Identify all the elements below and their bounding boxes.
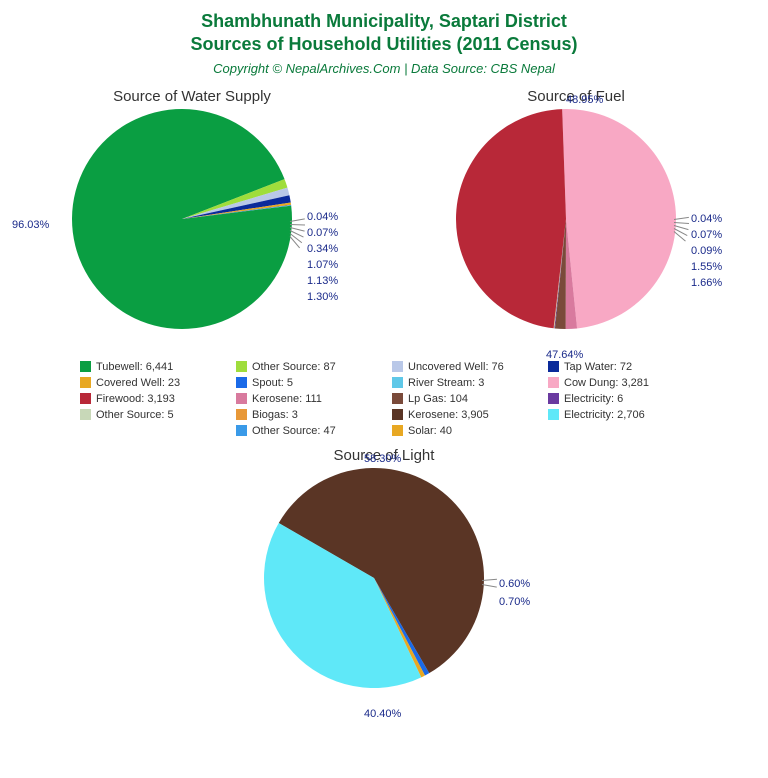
chart-water-title: Source of Water Supply — [12, 88, 372, 105]
legend-swatch — [548, 377, 559, 388]
legend-label: Other Source: 87 — [252, 361, 336, 373]
legend-swatch — [236, 425, 247, 436]
pie-percent-label: 0.07% — [691, 229, 722, 241]
pie-percent-label: 48.95% — [566, 94, 603, 106]
main-title: Shambhunath Municipality, Saptari Distri… — [0, 10, 768, 57]
subtitle: Copyright © NepalArchives.Com | Data Sou… — [0, 61, 768, 76]
legend-item: Solar: 40 — [392, 425, 532, 437]
pie-percent-label: 1.13% — [307, 275, 338, 287]
pie-percent-label: 1.55% — [691, 261, 722, 273]
legend-label: Electricity: 6 — [564, 393, 623, 405]
legend-swatch — [80, 393, 91, 404]
legend-swatch — [80, 409, 91, 420]
legend-item: Tap Water: 72 — [548, 361, 688, 373]
pie-percent-label: 0.34% — [307, 243, 338, 255]
legend-item: Other Source: 47 — [236, 425, 376, 437]
legend-item: River Stream: 3 — [392, 377, 532, 389]
legend-label: River Stream: 3 — [408, 377, 484, 389]
legend-item: Uncovered Well: 76 — [392, 361, 532, 373]
chart-water: Source of Water Supply 96.03%0.04%0.07%0… — [12, 88, 372, 349]
legend-item: Electricity: 2,706 — [548, 409, 688, 421]
legend-label: Spout: 5 — [252, 377, 293, 389]
legend-item: Lp Gas: 104 — [392, 393, 532, 405]
pie-fuel: 48.95%47.64%0.04%0.07%0.09%1.55%1.66% — [456, 109, 696, 349]
legend-label: Tubewell: 6,441 — [96, 361, 173, 373]
legend: Tubewell: 6,441 Other Source: 87 Uncovered… — [44, 359, 724, 439]
legend-item: Electricity: 6 — [548, 393, 688, 405]
legend-label: Electricity: 2,706 — [564, 409, 645, 421]
legend-label: Covered Well: 23 — [96, 377, 180, 389]
legend-item: Firewood: 3,193 — [80, 393, 220, 405]
pie-percent-label: 40.40% — [364, 708, 401, 720]
legend-item: Other Source: 87 — [236, 361, 376, 373]
legend-swatch — [548, 361, 559, 372]
legend-item: Other Source: 5 — [80, 409, 220, 421]
pie-percent-label: 0.70% — [499, 596, 530, 608]
pie-percent-label: 0.07% — [307, 227, 338, 239]
legend-item: Biogas: 3 — [236, 409, 376, 421]
chart-fuel: Source of Fuel 48.95%47.64%0.04%0.07%0.0… — [396, 88, 756, 349]
legend-item: Spout: 5 — [236, 377, 376, 389]
legend-swatch — [392, 393, 403, 404]
legend-swatch — [548, 409, 559, 420]
legend-swatch — [236, 409, 247, 420]
legend-label: Other Source: 47 — [252, 425, 336, 437]
legend-item: Cow Dung: 3,281 — [548, 377, 688, 389]
legend-label: Firewood: 3,193 — [96, 393, 175, 405]
legend-label: Kerosene: 111 — [252, 393, 322, 405]
pie-percent-label: 0.04% — [691, 213, 722, 225]
chart-light: Source of Light 58.30%40.40%0.60%0.70% — [234, 447, 534, 708]
pie-percent-label: 1.30% — [307, 291, 338, 303]
title-line2: Sources of Household Utilities (2011 Cen… — [190, 34, 577, 54]
legend-swatch — [392, 361, 403, 372]
legend-label: Cow Dung: 3,281 — [564, 377, 649, 389]
pie-percent-label: 0.60% — [499, 578, 530, 590]
legend-label: Tap Water: 72 — [564, 361, 632, 373]
legend-swatch — [80, 377, 91, 388]
legend-item: Kerosene: 111 — [236, 393, 376, 405]
legend-item: Covered Well: 23 — [80, 377, 220, 389]
legend-swatch — [392, 425, 403, 436]
pie-percent-label: 0.09% — [691, 245, 722, 257]
legend-label: Solar: 40 — [408, 425, 452, 437]
legend-swatch — [236, 377, 247, 388]
pie-percent-label: 58.30% — [364, 453, 401, 465]
pie-percent-label: 0.04% — [307, 211, 338, 223]
legend-label: Lp Gas: 104 — [408, 393, 468, 405]
legend-swatch — [236, 361, 247, 372]
pie-light: 58.30%40.40%0.60%0.70% — [264, 468, 504, 708]
pie-percent-label: 1.66% — [691, 277, 722, 289]
legend-swatch — [548, 393, 559, 404]
legend-label: Biogas: 3 — [252, 409, 298, 421]
legend-swatch — [392, 409, 403, 420]
pie-water: 96.03%0.04%0.07%0.34%1.07%1.13%1.30% — [72, 109, 312, 349]
legend-swatch — [80, 361, 91, 372]
legend-label: Uncovered Well: 76 — [408, 361, 504, 373]
pie-percent-label: 1.07% — [307, 259, 338, 271]
pie-percent-label: 96.03% — [12, 219, 49, 231]
pie-percent-label: 47.64% — [546, 349, 583, 361]
legend-label: Kerosene: 3,905 — [408, 409, 489, 421]
legend-swatch — [236, 393, 247, 404]
title-line1: Shambhunath Municipality, Saptari Distri… — [201, 11, 567, 31]
legend-swatch — [392, 377, 403, 388]
legend-item: Tubewell: 6,441 — [80, 361, 220, 373]
legend-item: Kerosene: 3,905 — [392, 409, 532, 421]
legend-label: Other Source: 5 — [96, 409, 174, 421]
